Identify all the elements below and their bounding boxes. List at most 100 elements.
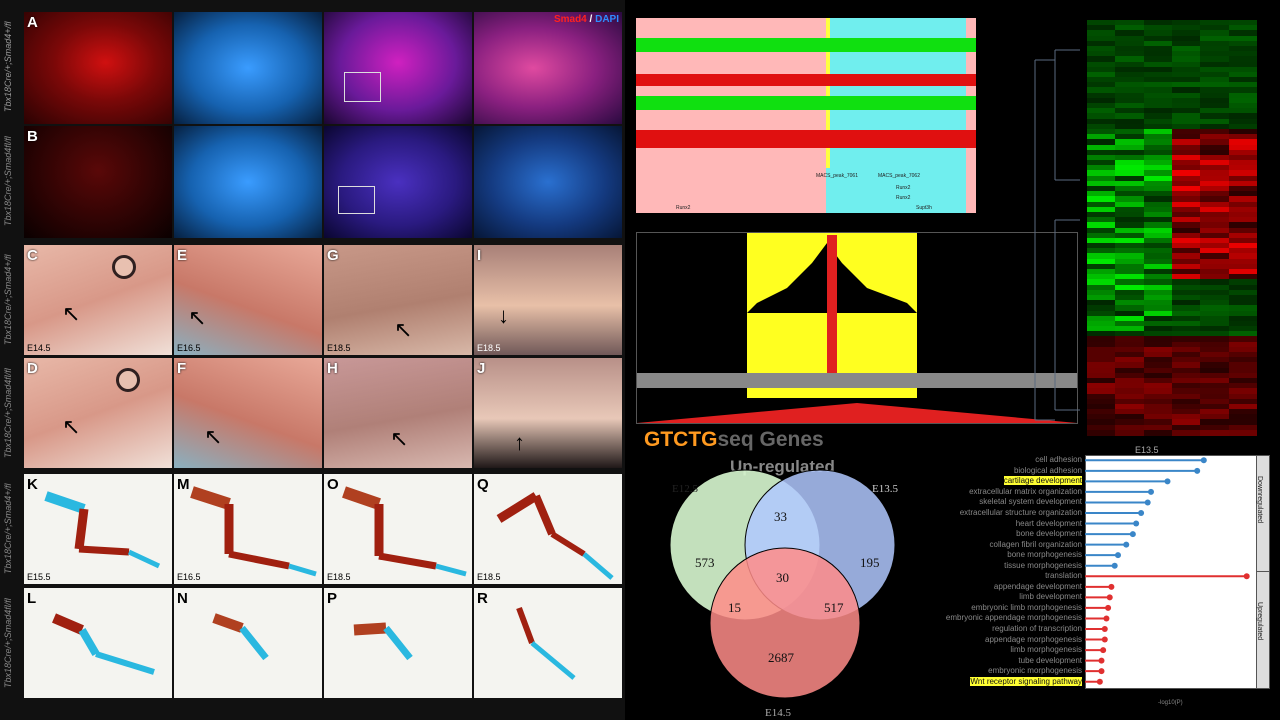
go-lollipop-dot (1200, 457, 1207, 464)
heatmap-cell (1228, 134, 1258, 140)
heatmap-cell (1143, 315, 1173, 322)
panel-label-i: I (477, 247, 482, 264)
heatmap-cell (1200, 300, 1230, 306)
heatmap-cell (1200, 160, 1230, 166)
heatmap-cell (1228, 201, 1258, 208)
heatmap-cell (1115, 217, 1145, 223)
heatmap-cell (1143, 352, 1173, 358)
heatmap-cell (1172, 170, 1201, 177)
heatmap-cell (1228, 118, 1258, 125)
motif-sequence: GTCTG (644, 428, 718, 451)
heatmap-cell (1200, 92, 1230, 99)
heatmap-cell (1228, 326, 1258, 332)
heatmap-cell (1200, 253, 1230, 260)
heatmap-cell (1087, 284, 1116, 291)
heatmap-cell (1143, 149, 1173, 156)
go-term-label: cell adhesion (1035, 455, 1082, 465)
heatmap-cell (1172, 77, 1201, 83)
heatmap-cell (1228, 388, 1258, 394)
heatmap-cell (1228, 71, 1258, 78)
heatmap-cell (1228, 352, 1258, 358)
heatmap-cell (1200, 222, 1230, 228)
stage-label-c: E14.5 (27, 343, 51, 353)
heatmap-cell (1172, 113, 1201, 120)
heatmap-cell (1143, 341, 1173, 348)
heatmap-cell (1115, 310, 1145, 317)
heatmap-cell (1228, 310, 1258, 317)
heatmap-cell (1143, 77, 1173, 83)
heatmap-cell (1143, 191, 1173, 197)
heatmap-cell (1115, 414, 1145, 420)
heatmap-cell (1228, 206, 1258, 213)
heatmap-cell (1228, 429, 1258, 436)
heatmap-cell (1228, 232, 1258, 239)
heatmap-cell (1143, 232, 1173, 239)
heatmap-cell (1087, 357, 1116, 363)
heatmap-cell (1172, 388, 1201, 394)
peak-label-2: MACS_peak_7062 (878, 173, 920, 179)
heatmap-cell (1087, 56, 1116, 62)
heatmap-cell (1115, 149, 1145, 156)
heatmap-cell (1143, 367, 1173, 374)
panel-label-q: Q (477, 476, 489, 493)
heatmap-cell (1228, 103, 1258, 109)
panel-label-e: E (177, 247, 188, 264)
go-term-label: collagen fibril organization (989, 539, 1083, 549)
heatmap-cell (1228, 315, 1258, 322)
heatmap-cell (1228, 113, 1258, 120)
venn-circles (669, 469, 896, 699)
heatmap-cell (1200, 346, 1230, 353)
heatmap-cell (1143, 326, 1173, 332)
heatmap-cell (1228, 175, 1258, 182)
heatmap-cell (1115, 279, 1145, 286)
inset-box-b (338, 186, 375, 214)
panel-o: O E18.5 (324, 474, 472, 584)
heatmap-cell (1200, 227, 1230, 234)
panel-b2 (174, 126, 322, 238)
heatmap-cell (1200, 248, 1230, 254)
heatmap-cell (1172, 336, 1201, 343)
heatmap-cell (1087, 414, 1116, 420)
venn-val-ac: 15 (728, 600, 741, 615)
heatmap-cell (1228, 35, 1258, 42)
go-lollipop-dot (1111, 562, 1118, 569)
go-term-label: extracellular matrix organization (969, 486, 1082, 496)
heatmap-cell (1200, 326, 1230, 332)
heatmap-cell (1143, 66, 1173, 73)
heatmap-cell (1172, 263, 1201, 270)
heatmap-cell (1087, 367, 1116, 374)
heatmap-cell (1115, 139, 1145, 145)
heatmap-cell (1087, 35, 1116, 42)
heatmap-cell (1228, 180, 1258, 187)
heatmap-cell (1143, 372, 1173, 379)
heatmap-cell (1228, 186, 1258, 192)
heatmap-cell (1115, 222, 1145, 228)
heatmap-cell (1087, 372, 1116, 379)
heatmap-cell (1115, 284, 1145, 291)
go-term-label: biological adhesion (1013, 465, 1082, 475)
heatmap-cell (1143, 222, 1173, 228)
heatmap-cell (1115, 232, 1145, 239)
heatmap-cell (1172, 51, 1201, 57)
go-lollipop-dot (1100, 647, 1107, 654)
heatmap-cell (1200, 263, 1230, 270)
go-lollipop-dot (1115, 552, 1121, 559)
heatmap-cell (1200, 320, 1230, 327)
heatmap-cell (1087, 211, 1116, 218)
heatmap-cell (1087, 103, 1116, 109)
heatmap-cell (1200, 211, 1230, 218)
go-lollipop-dot (1098, 668, 1105, 675)
heatmap-cell (1143, 134, 1173, 140)
heatmap-cell (1115, 211, 1145, 218)
heatmap-cell (1200, 154, 1230, 161)
heatmap-cell (1087, 217, 1116, 223)
heatmap-cell (1087, 419, 1116, 426)
heatmap-cell (1172, 237, 1201, 244)
heatmap-cell (1115, 92, 1145, 99)
heatmap-cell (1087, 51, 1116, 57)
go-section-up: Upregulated (1256, 571, 1270, 689)
heatmap-cell (1087, 362, 1116, 369)
heatmap-cell (1115, 191, 1145, 197)
heatmap-cell (1228, 165, 1258, 171)
heatmap-cell (1115, 388, 1145, 394)
